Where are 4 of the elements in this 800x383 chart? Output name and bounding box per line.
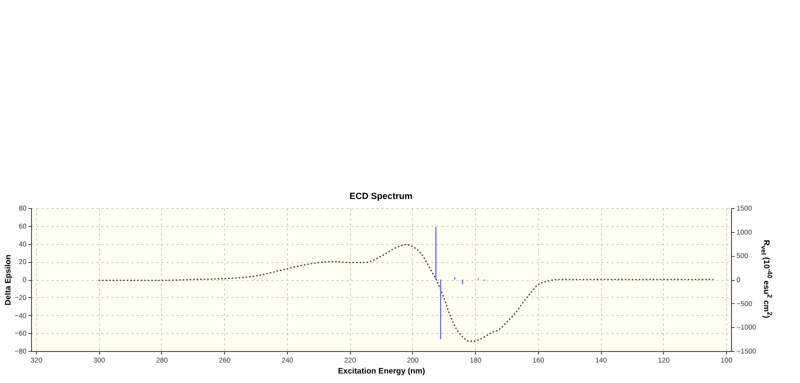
y-axis-title: Delta Epsilon [4,254,13,306]
x-axis-title: Excitation Energy (nm) [338,366,426,376]
line-series [98,244,714,342]
chart-title: ECD Spectrum [349,191,413,201]
